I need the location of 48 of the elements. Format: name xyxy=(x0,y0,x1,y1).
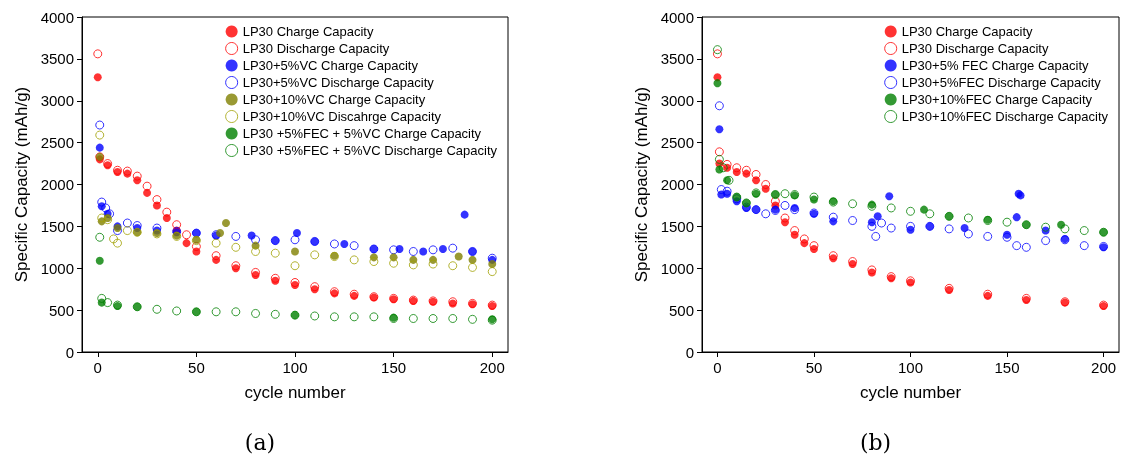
y-tick-label: 3000 xyxy=(660,92,694,110)
y-tick-label: 0 xyxy=(685,343,694,361)
y-tick-label: 1000 xyxy=(660,259,694,277)
legend-label: LP30+5% FEC Charge Capacity xyxy=(901,58,1089,73)
x-tick-label: 50 xyxy=(805,359,823,376)
text: (a) xyxy=(244,429,276,455)
x-axis-title: cycle number xyxy=(244,383,346,402)
x-tick-label: 100 xyxy=(282,359,308,376)
legend-label: LP30+10%VC Discahrge Capacity xyxy=(242,109,442,124)
y-tick-label: 2000 xyxy=(660,176,694,193)
legend-label: LP30 Charge Capacity xyxy=(901,24,1033,39)
x-tick-label: 100 xyxy=(897,359,924,376)
x-tick-label: 50 xyxy=(188,359,205,376)
x-tick-label: 150 xyxy=(381,359,407,376)
y-tick-label: 1000 xyxy=(40,259,74,277)
legend-label: LP30 Charge Capacity xyxy=(242,24,374,39)
y-tick-label: 4000 xyxy=(660,8,694,26)
legend-label: LP30 Discharge Capacity xyxy=(242,41,390,56)
x-tick-label: 200 xyxy=(479,359,505,376)
text: (b) xyxy=(859,429,892,455)
y-tick-label: 2500 xyxy=(660,134,694,152)
x-tick-label: 200 xyxy=(1091,359,1117,376)
legend-label: LP30+5%FEC Discharge Capacity xyxy=(901,75,1102,90)
legend-label: LP30+10%FEC Charge Capacity xyxy=(901,92,1093,107)
y-axis-title: Specific Capacity (mAh/g) xyxy=(11,86,31,283)
y-tick-label: 500 xyxy=(668,301,694,319)
y-axis-title: Specific Capacity (mAh/g) xyxy=(631,86,651,283)
legend-label: LP30+10%VC Charge Capacity xyxy=(242,92,426,107)
legend-label: LP30+5%VC Discharge Capacity xyxy=(242,75,435,90)
x-tick-label: 0 xyxy=(713,359,722,376)
legend-label: LP30+5%VC Charge Capacity xyxy=(242,58,419,73)
legend-label: LP30 +5%FEC + 5%VC Discharge Capacity xyxy=(242,143,498,158)
x-axis-title: cycle number xyxy=(859,383,962,402)
legend-label: LP30 +5%FEC + 5%VC Charge Capacity xyxy=(242,126,482,141)
x-tick-label: 0 xyxy=(93,359,102,376)
y-tick-label: 3000 xyxy=(40,92,74,110)
y-tick-label: 2500 xyxy=(40,134,74,152)
y-tick-label: 0 xyxy=(65,343,74,361)
y-tick-label: 3500 xyxy=(40,50,74,68)
y-tick-label: 3500 xyxy=(660,50,694,68)
y-tick-label: 500 xyxy=(48,301,74,319)
y-tick-label: 2000 xyxy=(40,176,74,193)
y-tick-label: 1500 xyxy=(660,217,694,235)
y-tick-label: 4000 xyxy=(40,8,74,26)
y-tick-label: 1500 xyxy=(40,217,74,235)
legend-label: LP30+10%FEC Discharge Capacity xyxy=(901,109,1109,124)
legend-label: LP30 Discharge Capacity xyxy=(901,41,1049,56)
x-tick-label: 150 xyxy=(994,359,1020,376)
